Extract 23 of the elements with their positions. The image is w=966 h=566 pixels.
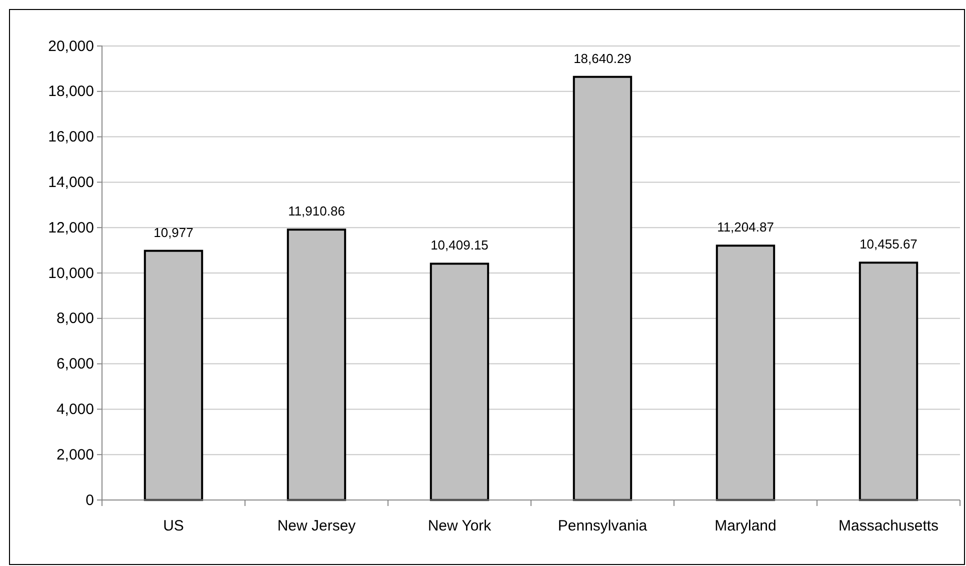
y-tick-label: 20,000 <box>48 38 94 55</box>
y-tick-label: 18,000 <box>48 83 94 100</box>
y-tick-label: 14,000 <box>48 174 94 191</box>
y-tick-label: 2,000 <box>56 446 94 464</box>
data-label: 11,910.86 <box>288 204 345 219</box>
y-tick-label: 12,000 <box>48 219 94 236</box>
y-tick-label: 0 <box>86 492 94 509</box>
data-label: 10,455.67 <box>860 236 918 252</box>
y-tick-label: 8,000 <box>56 310 94 328</box>
y-tick-label: 10,000 <box>48 264 94 282</box>
data-label: 11,204.87 <box>717 220 774 235</box>
y-tick-label: 4,000 <box>56 401 94 418</box>
x-tick-label: New York <box>428 518 492 535</box>
y-tick-label: 16,000 <box>48 128 94 146</box>
x-tick-label: New Jersey <box>277 518 356 535</box>
x-tick-label: Pennsylvania <box>558 518 648 535</box>
data-label: 10,409.15 <box>430 238 488 253</box>
x-tick-label: Maryland <box>714 518 776 535</box>
data-label: 10,977 <box>154 224 194 240</box>
data-label: 18,640.29 <box>574 50 632 66</box>
x-tick-label: US <box>163 518 184 535</box>
y-tick-label: 6,000 <box>56 356 94 373</box>
x-tick-label: Massachusetts <box>838 518 939 535</box>
